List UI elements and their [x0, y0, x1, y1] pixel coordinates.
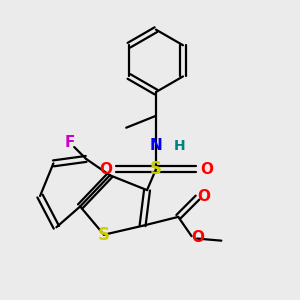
Text: H: H	[174, 139, 185, 152]
Text: O: O	[99, 162, 112, 177]
Text: N: N	[150, 138, 162, 153]
Text: O: O	[200, 162, 213, 177]
Text: S: S	[98, 226, 110, 244]
Text: S: S	[150, 160, 162, 178]
Text: F: F	[64, 135, 75, 150]
Text: O: O	[198, 189, 211, 204]
Text: O: O	[192, 230, 205, 245]
